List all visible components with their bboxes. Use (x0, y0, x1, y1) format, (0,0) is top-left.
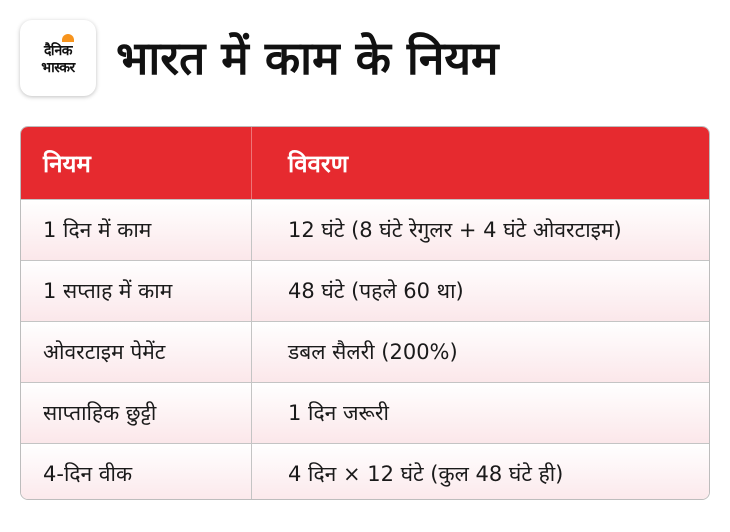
rule-cell: साप्ताहिक छुट्टी (21, 383, 252, 443)
table-row: 1 दिन में काम 12 घंटे (8 घंटे रेगुलर + 4… (21, 199, 709, 260)
header-details: विवरण (288, 149, 349, 178)
rule-cell: ओवरटाइम पेमेंट (21, 322, 252, 382)
details-cell: 12 घंटे (8 घंटे रेगुलर + 4 घंटे ओवरटाइम) (288, 218, 622, 242)
sun-icon (62, 34, 74, 42)
table-row: 4-दिन वीक 4 दिन × 12 घंटे (कुल 48 घंटे ह… (21, 443, 709, 499)
rules-table: नियम विवरण 1 दिन में काम 12 घंटे (8 घंटे… (20, 126, 710, 500)
details-cell: 48 घंटे (पहले 60 था) (288, 279, 464, 303)
details-cell: 1 दिन जरूरी (288, 401, 389, 425)
page-title: भारत में काम के नियम (116, 31, 499, 85)
table-row: साप्ताहिक छुट्टी 1 दिन जरूरी (21, 382, 709, 443)
table-row: ओवरटाइम पेमेंट डबल सैलरी (200%) (21, 321, 709, 382)
logo-text-line1: दैनिक (43, 43, 73, 59)
rule-cell: 1 दिन में काम (21, 200, 252, 260)
table-header-row: नियम विवरण (21, 127, 709, 199)
rule-cell: 1 सप्ताह में काम (21, 261, 252, 321)
dainik-bhaskar-logo: दैनिक भास्कर (20, 20, 96, 96)
details-cell: 4 दिन × 12 घंटे (कुल 48 घंटे ही) (288, 462, 564, 486)
table-row: 1 सप्ताह में काम 48 घंटे (पहले 60 था) (21, 260, 709, 321)
details-cell: डबल सैलरी (200%) (288, 340, 458, 364)
rule-cell: 4-दिन वीक (21, 444, 252, 499)
logo-text-line2: भास्कर (41, 60, 75, 76)
header-rule: नियम (21, 127, 252, 199)
page-header: दैनिक भास्कर भारत में काम के नियम (20, 20, 499, 96)
